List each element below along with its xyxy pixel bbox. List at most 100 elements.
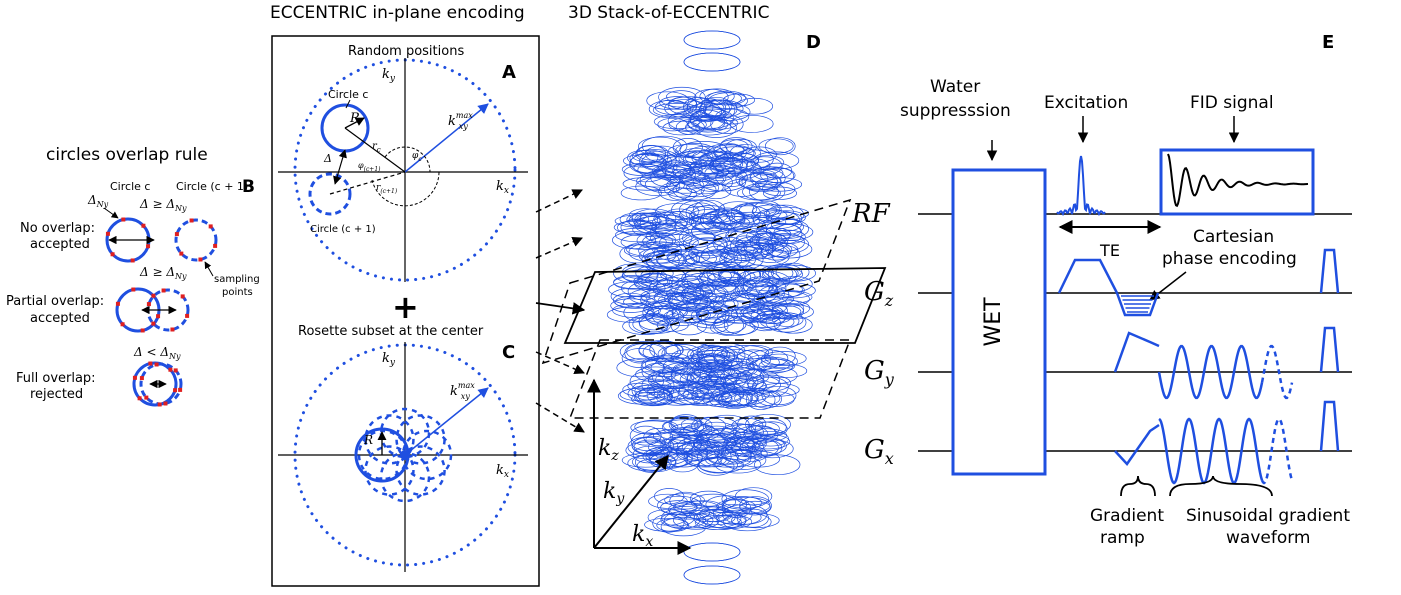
- stack-ellipse: [650, 360, 692, 375]
- rosette-center-dot: [400, 450, 410, 460]
- stack-ellipse: [632, 149, 677, 164]
- stack-ellipse: [695, 118, 737, 138]
- stack-ellipse: [630, 420, 676, 435]
- stack-ellipse: [755, 278, 787, 298]
- sampling-arrow: [204, 261, 214, 277]
- ky-label-d: ky: [603, 479, 625, 507]
- sampling-point: [146, 244, 151, 249]
- stack-ellipse: [689, 108, 735, 129]
- sinusoid-label-1: Sinusoidal gradient: [1186, 506, 1350, 526]
- stack-ellipse: [669, 426, 702, 445]
- stack-ellipse: [657, 117, 688, 132]
- sampling-point: [163, 401, 168, 406]
- sampling-point: [179, 251, 184, 256]
- stack-ellipse: [655, 203, 700, 220]
- stack-ellipse: [638, 241, 683, 260]
- stack-ellipse: [623, 163, 667, 183]
- stack-ellipse: [735, 487, 773, 506]
- stack-ellipse: [635, 177, 681, 197]
- stack-ellipse: [717, 448, 756, 468]
- panel-c: Rosette subset at the center C ky kx kma…: [278, 324, 528, 572]
- stack-ellipse: [666, 390, 715, 406]
- stack-ellipse: [716, 499, 756, 513]
- stack-ellipse: [739, 496, 772, 516]
- stack-ellipse: [752, 210, 800, 230]
- stack-ellipse: [744, 247, 790, 267]
- plane-lower: [568, 339, 852, 419]
- stack-ellipse: [766, 233, 805, 252]
- stack-ellipse: [644, 517, 689, 532]
- sampling-point: [198, 257, 203, 262]
- rule-2-line2: accepted: [30, 311, 90, 326]
- random-positions-caption: Random positions: [348, 44, 464, 59]
- stack-ellipse: [642, 302, 674, 323]
- stack-ellipse: [752, 357, 794, 374]
- stack-ellipse: [660, 500, 698, 515]
- stack-ellipse: [635, 145, 667, 163]
- stack-ellipse: [675, 178, 719, 198]
- arrow-d-4: [535, 351, 585, 375]
- stack-ellipse: [664, 493, 705, 507]
- rule-1-line2: accepted: [30, 237, 90, 252]
- stack-ellipse: [738, 173, 781, 191]
- sampling-point: [140, 328, 145, 333]
- stack-ellipse: [745, 354, 780, 370]
- stack-ellipse: [746, 156, 783, 176]
- stack-ellipse: [761, 266, 804, 282]
- sampling-point: [208, 224, 213, 229]
- gy-spoiler: [1319, 326, 1340, 373]
- arrow-d-2: [535, 236, 583, 259]
- stack-ellipse: [692, 436, 741, 455]
- stack-ellipse: [641, 375, 675, 396]
- sampling-point: [121, 217, 126, 222]
- rule-cond-3: Δ < ΔNy: [133, 345, 181, 361]
- rule-3-line1: Full overlap:: [16, 371, 96, 386]
- stack-ellipse: [734, 236, 774, 254]
- stack-ellipse: [667, 291, 699, 305]
- stack-ellipse: [699, 88, 735, 105]
- stack-ellipse: [696, 353, 726, 370]
- stack-ellipse: [727, 245, 759, 261]
- sampling-point: [144, 395, 149, 400]
- sampling-point: [180, 294, 185, 299]
- sampling-point: [189, 218, 194, 223]
- stack-ellipse: [699, 384, 738, 398]
- ramp-label-2: ramp: [1100, 528, 1145, 548]
- sampling-point: [161, 288, 166, 293]
- stack-ellipse: [632, 222, 677, 238]
- rule-cond-1: Δ ≥ ΔNy: [139, 197, 187, 213]
- stack-ellipse: [667, 250, 700, 266]
- radius-label-c: R: [363, 433, 373, 447]
- stack-ellipse: [763, 265, 799, 281]
- stack-ellipse: [709, 295, 739, 312]
- rosette-circles: [357, 407, 453, 503]
- rule-cond-2: Δ ≥ ΔNy: [139, 265, 187, 281]
- stack-ellipse: [682, 233, 728, 254]
- stack-ellipse: [696, 318, 729, 334]
- rule-1-circle-c1: [174, 218, 218, 262]
- stack-ellipse: [614, 227, 660, 243]
- sampling-point: [105, 231, 110, 236]
- in-plane-title: ECCENTRIC in-plane encoding: [270, 3, 525, 23]
- stack-ellipse: [666, 306, 711, 324]
- rosette-circle: [395, 445, 446, 496]
- sampling-point: [154, 362, 159, 367]
- stack-ellipse: [623, 243, 666, 258]
- stack-ellipse: [653, 211, 699, 227]
- stack-ellipse: [643, 428, 674, 447]
- gx-spoiler: [1319, 400, 1340, 452]
- stack-ellipse: [771, 264, 816, 282]
- sampling-point: [151, 321, 156, 326]
- stack-ellipse: [760, 366, 798, 384]
- stack-ellipse: [666, 90, 697, 104]
- stack-ellipse: [687, 380, 726, 399]
- stack-ellipse: [679, 365, 725, 383]
- cartesian-label-1: Cartesian: [1193, 227, 1274, 247]
- stack-ellipse: [725, 439, 760, 454]
- stack-ellipse: [646, 91, 690, 110]
- radius-label-a: R: [349, 111, 360, 126]
- stack-ellipse: [761, 385, 797, 406]
- stack-ellipse: [645, 306, 679, 327]
- plus-sign: +: [392, 288, 419, 326]
